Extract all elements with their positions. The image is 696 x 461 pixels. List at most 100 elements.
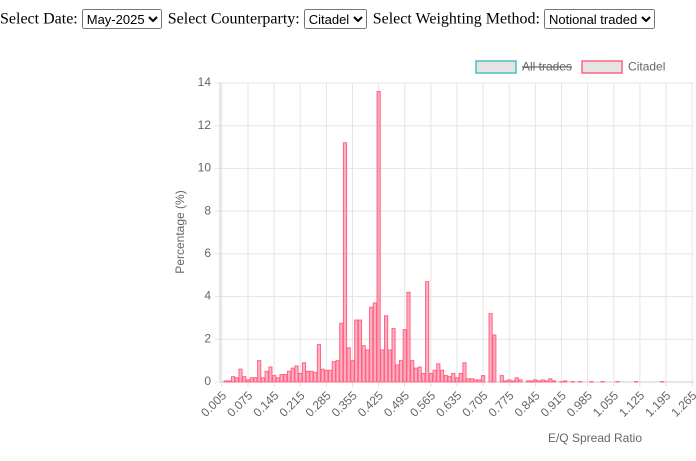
bar — [294, 365, 299, 383]
bar — [384, 315, 389, 383]
bar — [350, 360, 355, 383]
bar — [533, 379, 538, 383]
x-tick-label: 0.915 — [538, 388, 569, 419]
x-tick-label: 0.425 — [355, 388, 386, 419]
x-tick-label: 0.075 — [224, 388, 255, 419]
bar — [492, 334, 497, 383]
bar — [432, 369, 437, 383]
x-tick-label: 1.195 — [642, 388, 673, 419]
bar — [230, 376, 236, 383]
x-tick-label: 1.055 — [590, 388, 621, 419]
bar — [369, 306, 374, 383]
bar — [451, 372, 456, 383]
bar — [395, 364, 400, 383]
x-axis-title: E/Q Spread Ratio — [548, 431, 642, 445]
x-tick-label: 0.145 — [250, 388, 281, 419]
y-tick-label: 14 — [198, 75, 212, 89]
bar — [320, 368, 325, 383]
x-tick-label: 0.215 — [276, 388, 307, 419]
dropdown[interactable]: May-2025 — [81, 9, 162, 29]
bar — [410, 360, 415, 383]
bar — [335, 360, 340, 383]
bar — [361, 345, 366, 383]
x-tick-label: 0.705 — [459, 388, 490, 419]
bar — [544, 380, 549, 383]
x-tick-label: 0.775 — [485, 388, 516, 419]
control-label: Select Weighting Method: — [372, 10, 540, 28]
controls: Select Date: May-2025 Select Counterpart… — [0, 9, 657, 29]
bar — [440, 369, 445, 383]
y-tick-label: 8 — [204, 203, 211, 217]
bar — [279, 374, 284, 383]
bar — [462, 362, 467, 383]
bar — [357, 319, 363, 383]
bar — [272, 375, 277, 383]
y-tick-label: 6 — [204, 246, 211, 260]
bar — [428, 372, 433, 383]
x-tick-label: 0.285 — [303, 388, 334, 419]
bar — [305, 370, 310, 383]
bar — [473, 379, 478, 383]
x-tick-label: 0.565 — [407, 388, 438, 419]
bar — [406, 291, 411, 383]
control-label: Select Date: — [0, 10, 78, 28]
x-tick-label: 0.635 — [433, 388, 464, 419]
bar — [514, 377, 519, 383]
y-tick-label: 2 — [204, 331, 211, 345]
bar — [525, 380, 530, 383]
x-tick-label: 0.495 — [381, 388, 412, 419]
bar — [391, 328, 396, 383]
y-axis-title: Percentage (%) — [173, 190, 187, 273]
bar — [365, 349, 370, 383]
bar — [238, 368, 243, 383]
legend-label[interactable]: All trades — [522, 60, 572, 74]
bar — [249, 377, 254, 383]
x-tick-label: 1.265 — [668, 388, 696, 419]
bar — [324, 369, 329, 383]
x-tick-label: 1.125 — [616, 388, 647, 419]
y-tick-label: 10 — [198, 161, 212, 175]
bar — [425, 281, 430, 383]
x-tick-label: 0.985 — [564, 388, 595, 419]
y-tick-label: 0 — [204, 374, 211, 388]
legend-label[interactable]: Citadel — [628, 60, 665, 74]
bar — [443, 375, 448, 383]
bar — [481, 375, 486, 383]
bar — [223, 380, 228, 383]
y-tick-label: 12 — [198, 118, 212, 132]
bar — [227, 380, 232, 383]
bar — [245, 379, 251, 383]
x-tick-label: 0.355 — [329, 388, 360, 419]
bar — [342, 142, 348, 383]
bar — [548, 378, 553, 383]
bar — [331, 361, 336, 383]
bar — [346, 347, 351, 383]
bar — [421, 372, 426, 383]
bar — [301, 362, 307, 383]
bar — [275, 377, 280, 383]
bar — [551, 380, 557, 383]
bar — [313, 371, 318, 383]
bar — [398, 360, 404, 383]
legend-swatch[interactable] — [475, 60, 517, 74]
bar — [417, 366, 422, 383]
bar — [260, 377, 265, 383]
bar — [540, 379, 545, 383]
bar — [518, 379, 523, 383]
bar — [290, 367, 295, 383]
bar — [447, 376, 452, 383]
bar — [242, 376, 247, 383]
bar — [469, 378, 474, 383]
bar — [436, 363, 441, 383]
legend-swatch[interactable] — [581, 60, 623, 74]
bar — [283, 374, 288, 383]
bar — [477, 379, 482, 383]
dropdown[interactable]: Citadel — [303, 9, 367, 29]
bar — [339, 322, 344, 383]
bar — [466, 378, 471, 383]
dropdown[interactable]: Notional traded — [544, 9, 655, 29]
bar — [488, 313, 493, 383]
bar — [372, 302, 377, 383]
bar — [316, 344, 321, 383]
